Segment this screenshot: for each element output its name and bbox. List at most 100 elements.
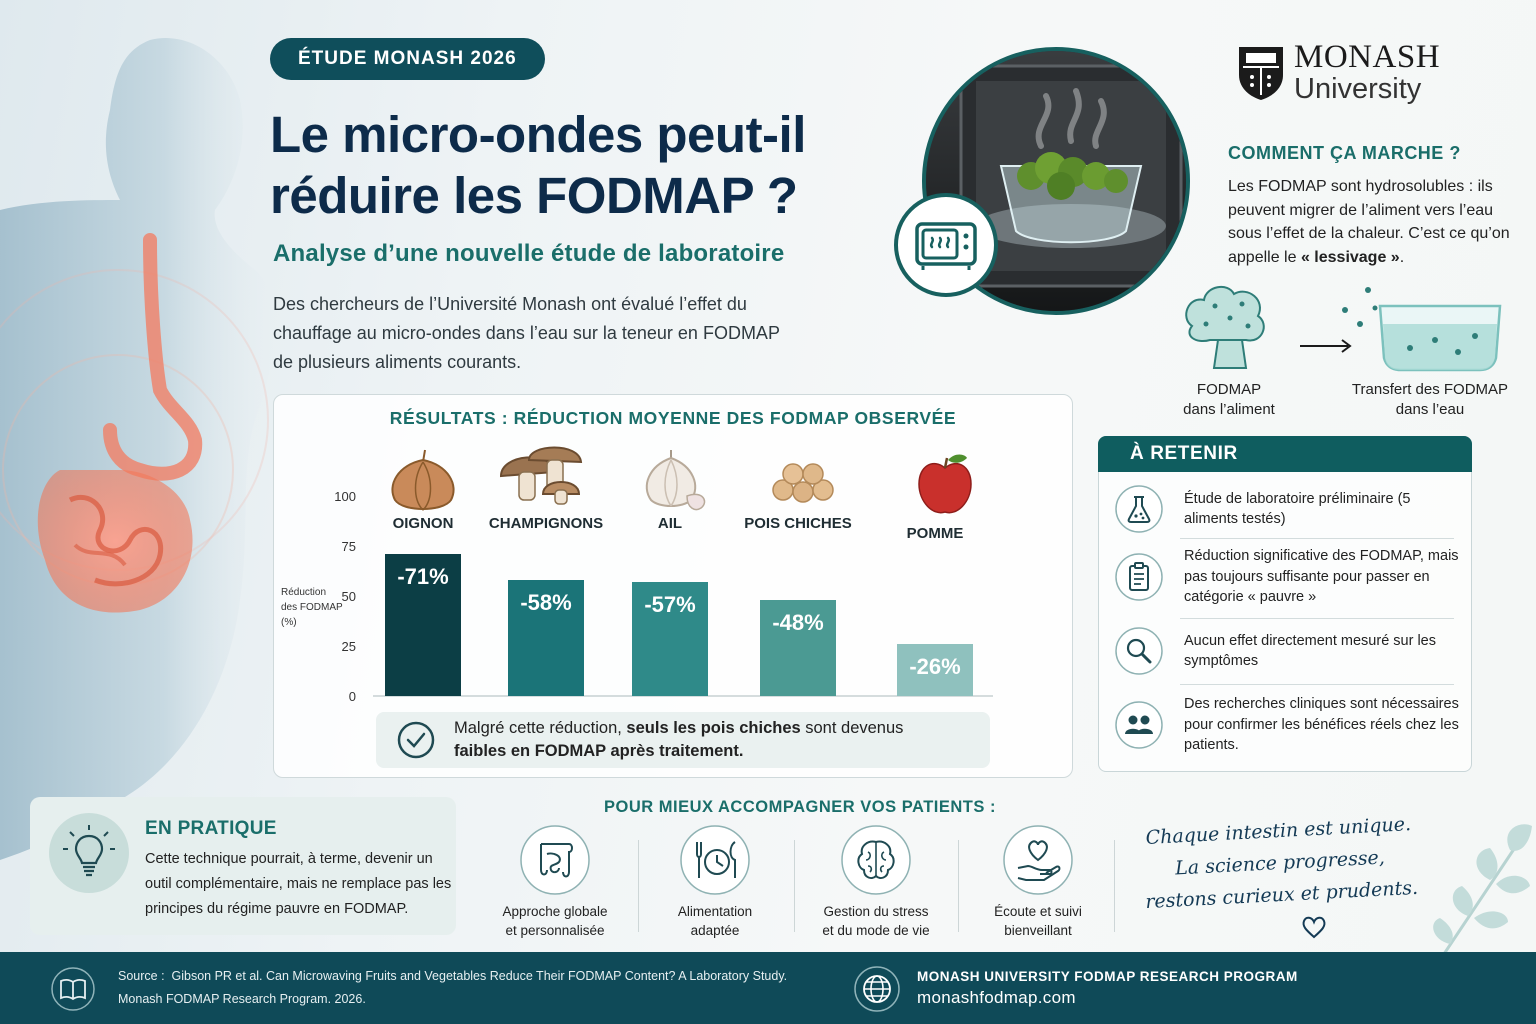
chart-plot-area: 0 25 50 75 100 Réduction des FODMAP (%) -71% OIGN… bbox=[281, 489, 993, 704]
how-text-main: Les FODMAP sont hydrosolubles : ils peuv… bbox=[1228, 178, 1510, 266]
key-points-title: À RETENIR bbox=[1098, 436, 1472, 472]
plate-icon bbox=[680, 825, 750, 895]
y-tick-label: 75 bbox=[342, 539, 356, 554]
bar bbox=[897, 644, 973, 696]
people-icon bbox=[1115, 701, 1163, 749]
key-point-item: Étude de laboratoire préliminaire (5 ali… bbox=[1114, 484, 1462, 534]
page-subtitle: Analyse d’une nouvelle étude de laborato… bbox=[273, 240, 785, 267]
footer bbox=[0, 952, 1536, 1024]
source-reference: Gibson PR et al. Can Microwaving Fruits … bbox=[171, 969, 788, 983]
source-label: Source : bbox=[118, 969, 165, 983]
support-label: Gestion du stress et du mode de vie bbox=[822, 904, 930, 938]
bar-value-label: -57% bbox=[644, 592, 695, 617]
check-circle-icon bbox=[397, 721, 435, 759]
brain-icon bbox=[841, 825, 911, 895]
key-point-item: Aucun effet directement mesuré sur les s… bbox=[1114, 626, 1462, 676]
y-axis-label: Réduction bbox=[281, 587, 326, 598]
practice-text: Cette technique pourrait, à terme, deven… bbox=[145, 851, 452, 917]
divider bbox=[958, 840, 959, 932]
closing-quote: Chaque intestin est unique. La science p… bbox=[1144, 813, 1419, 914]
support-item: Gestion du stress et du mode de vie bbox=[801, 824, 951, 940]
key-point-text: Des recherches cliniques sont nécessaire… bbox=[1184, 696, 1459, 753]
key-point-text: Réduction significative des FODMAP, mais… bbox=[1184, 548, 1459, 605]
y-tick-label: 100 bbox=[334, 489, 356, 504]
divider bbox=[1180, 684, 1454, 685]
bar-value-label: -26% bbox=[909, 654, 960, 679]
category-label: POIS CHICHES bbox=[744, 515, 852, 532]
microwave-icon bbox=[894, 193, 998, 297]
page-title: Le micro-ondes peut-il réduire les FODMA… bbox=[270, 106, 806, 224]
divider bbox=[638, 840, 639, 932]
bar-value-label: -58% bbox=[520, 590, 571, 615]
key-point-text: Étude de laboratoire préliminaire (5 ali… bbox=[1184, 490, 1411, 528]
divider bbox=[1114, 840, 1115, 932]
clipboard-icon bbox=[1115, 553, 1163, 601]
heart-icon bbox=[1302, 916, 1326, 939]
how-text: Les FODMAP sont hydrosolubles : ils peuv… bbox=[1228, 175, 1518, 269]
caption-food: FODMAP dans l’aliment bbox=[1183, 381, 1275, 418]
y-tick-label: 50 bbox=[342, 589, 356, 604]
flask-icon bbox=[1115, 485, 1163, 533]
fodmap-reduction-chart: 0 25 50 75 100 Réduction des FODMAP (%) -71% OIGN… bbox=[281, 446, 993, 704]
support-label: Approche globale et personnalisée bbox=[502, 904, 608, 938]
lightbulb-icon bbox=[49, 813, 129, 893]
bar bbox=[632, 582, 708, 696]
heart-hand-icon bbox=[1003, 825, 1073, 895]
divider bbox=[794, 840, 795, 932]
key-point-item: Des recherches cliniques sont nécessaire… bbox=[1114, 694, 1462, 756]
logo-line-1: MONASH bbox=[1294, 39, 1441, 75]
bar bbox=[385, 554, 461, 696]
leaching-diagram bbox=[1185, 285, 1502, 372]
support-item: Écoute et suivi bienveillant bbox=[963, 824, 1113, 940]
chickpeas-icon bbox=[772, 463, 834, 503]
support-label: Alimentation adaptée bbox=[677, 904, 753, 938]
intro-text: Des chercheurs de l’Université Monash on… bbox=[273, 294, 780, 372]
support-title: POUR MIEUX ACCOMPAGNER VOS PATIENTS : bbox=[604, 798, 996, 816]
divider bbox=[1180, 538, 1454, 539]
monash-logo-text: MONASH University bbox=[1294, 40, 1440, 104]
key-point-text: Aucun effet directement mesuré sur les s… bbox=[1184, 632, 1436, 670]
intestine-icon bbox=[520, 825, 590, 895]
note-bold-1: seuls les pois chiches bbox=[626, 719, 801, 737]
source-line-2: Monash FODMAP Research Program. 2026. bbox=[118, 992, 366, 1006]
category-label: AIL bbox=[658, 515, 682, 532]
note-part-2: sont devenus bbox=[800, 719, 904, 737]
how-text-bold: « lessivage » bbox=[1300, 248, 1400, 266]
results-title: RÉSULTATS : RÉDUCTION MOYENNE DES FODMAP… bbox=[389, 408, 957, 428]
category-label: CHAMPIGNONS bbox=[489, 515, 603, 532]
key-point-item: Réduction significative des FODMAP, mais… bbox=[1114, 546, 1462, 608]
fodmap-particles bbox=[1342, 287, 1378, 327]
results-note-text: Malgré cette réduction, seuls les pois c… bbox=[454, 717, 903, 763]
globe-icon bbox=[854, 966, 900, 1012]
logo-line-2: University bbox=[1294, 73, 1422, 105]
bar-value-label: -71% bbox=[397, 564, 448, 589]
bar-value-label: -48% bbox=[772, 610, 823, 635]
category-label: OIGNON bbox=[393, 515, 454, 532]
apple-icon bbox=[918, 454, 972, 514]
y-axis-label: des FODMAP bbox=[281, 602, 343, 613]
bar bbox=[760, 600, 836, 696]
broccoli-icon bbox=[1185, 285, 1265, 369]
y-tick-label: 0 bbox=[349, 689, 356, 704]
source-line-1: Source : Gibson PR et al. Can Microwavin… bbox=[118, 969, 787, 983]
category-label: POMME bbox=[907, 525, 964, 542]
program-website-link[interactable]: monashfodmap.com bbox=[917, 988, 1076, 1007]
onion-icon bbox=[391, 449, 455, 511]
support-item: Alimentation adaptée bbox=[640, 824, 790, 940]
arrow-right-icon bbox=[1300, 339, 1352, 353]
magnifier-icon bbox=[1115, 627, 1163, 675]
divider bbox=[1180, 618, 1454, 619]
study-badge: ÉTUDE MONASH 2026 bbox=[270, 38, 545, 80]
note-bold-2: faibles en FODMAP après traitement. bbox=[454, 742, 744, 760]
leaves-decoration-icon bbox=[1433, 824, 1532, 960]
garlic-icon bbox=[645, 450, 706, 511]
mushroom-icon bbox=[499, 446, 583, 505]
how-title: COMMENT ÇA MARCHE ? bbox=[1228, 143, 1461, 163]
y-tick-label: 25 bbox=[342, 639, 356, 654]
note-part-1: Malgré cette réduction, bbox=[454, 719, 627, 737]
results-note: Malgré cette réduction, seuls les pois c… bbox=[376, 712, 990, 768]
program-name: MONASH UNIVERSITY FODMAP RESEARCH PROGRA… bbox=[917, 969, 1298, 984]
practice-title: EN PRATIQUE bbox=[145, 818, 277, 839]
y-axis-label: (%) bbox=[281, 617, 297, 628]
bar bbox=[508, 580, 584, 696]
